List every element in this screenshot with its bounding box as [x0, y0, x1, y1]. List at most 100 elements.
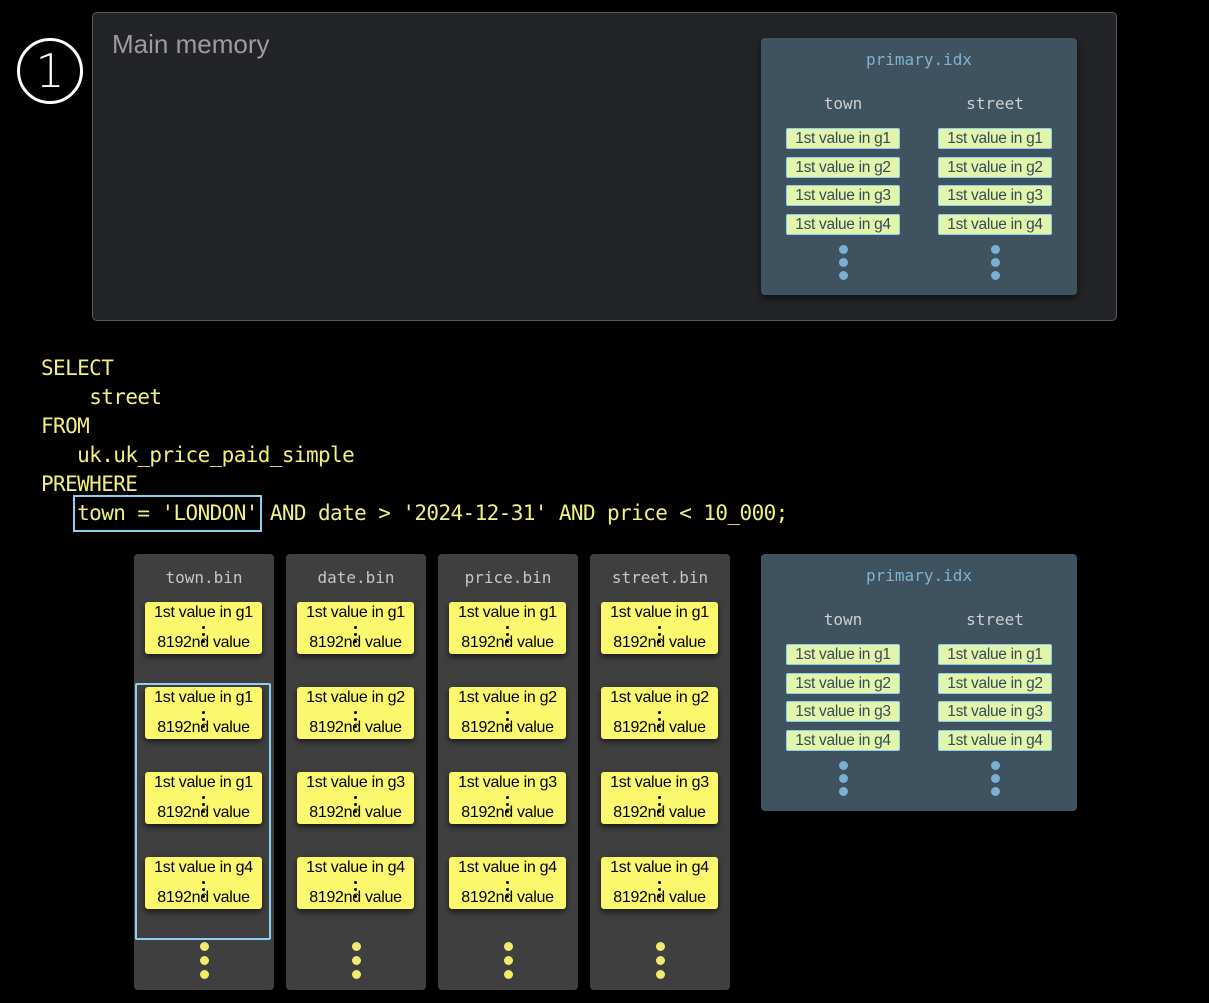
vertical-ellipsis-icon	[506, 626, 509, 643]
ellipsis-dot	[838, 773, 848, 783]
sql-rest-condition: AND date > '2024-12-31' AND price < 10_0…	[257, 501, 788, 525]
ellipsis-dot	[838, 244, 848, 254]
granule-first-value: 1st value in g4	[306, 859, 405, 876]
index-mark-cell: 1st value in g4	[786, 729, 900, 751]
column-file-date-bin: date.bin 1st value in g1 8192nd value 1st v…	[286, 554, 426, 990]
sql-select-column: street	[89, 385, 162, 409]
index-mark-cell: 1st value in g3	[786, 185, 900, 207]
granule-last-value: 8192nd value	[309, 634, 402, 651]
ellipsis-dot	[838, 760, 848, 770]
vertical-ellipsis-icon	[658, 881, 661, 898]
more-granules-ellipsis	[134, 942, 274, 979]
vertical-ellipsis-icon	[506, 796, 509, 813]
ellipsis-dot	[990, 270, 1000, 280]
granule-last-value: 8192nd value	[461, 804, 554, 821]
column-file-price-bin: price.bin 1st value in g1 8192nd value 1st …	[438, 554, 578, 990]
more-granules-ellipsis	[438, 942, 578, 979]
ellipsis-dot	[351, 970, 361, 979]
granule-first-value: 1st value in g1	[154, 689, 253, 706]
index-column-header: street	[966, 610, 1024, 629]
ellipsis-dot	[990, 760, 1000, 770]
index-title: primary.idx	[866, 50, 972, 69]
vertical-ellipsis-icon	[658, 796, 661, 813]
granule-first-value: 1st value in g1	[610, 604, 709, 621]
index-mark-cell: 1st value in g3	[786, 701, 900, 723]
ellipsis-dot	[655, 956, 665, 965]
vertical-ellipsis-icon	[202, 711, 205, 728]
index-column-header: town	[823, 94, 863, 113]
ellipsis-dot	[655, 970, 665, 979]
primary-index-in-memory: primary.idx town 1st value in g1 1st value …	[761, 38, 1077, 295]
step-number-badge: 1	[17, 38, 83, 104]
sql-prewhere-keyword: PREWHERE	[41, 472, 138, 496]
index-title: primary.idx	[866, 566, 972, 585]
vertical-ellipsis-icon	[354, 796, 357, 813]
sql-select-keyword: SELECT	[41, 356, 114, 380]
ellipsis-dot	[655, 942, 665, 951]
index-mark-cell: 1st value in g1	[786, 644, 900, 665]
granule-last-value: 8192nd value	[461, 719, 554, 736]
granule-first-value: 1st value in g2	[306, 689, 405, 706]
index-mark-cell: 1st value in g4	[938, 213, 1052, 235]
index-mark-cell: 1st value in g1	[786, 128, 900, 149]
granule: 1st value in g4 8192nd value	[601, 857, 718, 909]
more-marks-ellipsis	[786, 244, 900, 280]
ellipsis-dot	[990, 773, 1000, 783]
index-column: 1st value in g1 1st value in g2 1st value …	[938, 644, 1052, 796]
index-column-header: town	[823, 610, 863, 629]
primary-index-on-disk: primary.idx town 1st value in g1 1st value …	[761, 554, 1077, 811]
granule-last-value: 8192nd value	[157, 804, 250, 821]
granule: 1st value in g3 8192nd value	[449, 772, 566, 824]
main-memory-title: Main memory	[112, 29, 270, 59]
vertical-ellipsis-icon	[658, 626, 661, 643]
index-mark-cell: 1st value in g3	[938, 185, 1052, 207]
granule-last-value: 8192nd value	[157, 889, 250, 906]
granule-first-value: 1st value in g1	[458, 604, 557, 621]
column-file-street-bin: street.bin 1st value in g1 8192nd value 1st…	[590, 554, 730, 990]
index-column: 1st value in g1 1st value in g2 1st value …	[786, 644, 900, 796]
sql-from-keyword: FROM	[41, 414, 90, 438]
vertical-ellipsis-icon	[202, 881, 205, 898]
granule-last-value: 8192nd value	[613, 889, 706, 906]
granule: 1st value in g3 8192nd value	[601, 772, 718, 824]
index-mark-cell: 1st value in g4	[786, 213, 900, 235]
granule: 1st value in g3 8192nd value	[297, 772, 414, 824]
granule-first-value: 1st value in g3	[610, 774, 709, 791]
index-mark-cell: 1st value in g2	[938, 672, 1052, 694]
granule-first-value: 1st value in g1	[306, 604, 405, 621]
column-file-name: price.bin	[464, 568, 552, 587]
more-marks-ellipsis	[938, 244, 1052, 280]
granule-first-value: 1st value in g1	[154, 604, 253, 621]
granule-first-value: 1st value in g1	[154, 774, 253, 791]
granule: 1st value in g1 8192nd value	[449, 602, 566, 654]
ellipsis-dot	[351, 956, 361, 965]
sql-table-name: uk.uk_price_paid_simple	[77, 443, 355, 467]
ellipsis-dot	[503, 956, 513, 965]
granule-last-value: 8192nd value	[613, 634, 706, 651]
granule: 1st value in g1 8192nd value	[145, 772, 262, 824]
ellipsis-dot	[838, 786, 848, 796]
more-marks-ellipsis	[938, 760, 1052, 796]
granule-first-value: 1st value in g3	[458, 774, 557, 791]
index-mark-cell: 1st value in g1	[938, 128, 1052, 149]
vertical-ellipsis-icon	[506, 711, 509, 728]
granule: 1st value in g1 8192nd value	[145, 602, 262, 654]
ellipsis-dot	[990, 786, 1000, 796]
more-granules-ellipsis	[590, 942, 730, 979]
granule: 1st value in g4 8192nd value	[145, 857, 262, 909]
granule-last-value: 8192nd value	[613, 804, 706, 821]
index-column-header: street	[966, 94, 1024, 113]
ellipsis-dot	[199, 956, 209, 965]
granule-last-value: 8192nd value	[309, 719, 402, 736]
ellipsis-dot	[503, 942, 513, 951]
granule-last-value: 8192nd value	[461, 889, 554, 906]
granule: 1st value in g1 8192nd value	[145, 687, 262, 739]
granule-last-value: 8192nd value	[461, 634, 554, 651]
vertical-ellipsis-icon	[354, 626, 357, 643]
granule-first-value: 1st value in g4	[458, 859, 557, 876]
ellipsis-dot	[838, 270, 848, 280]
ellipsis-dot	[199, 942, 209, 951]
sql-highlighted-condition: town = 'LONDON'	[73, 495, 262, 532]
ellipsis-dot	[990, 244, 1000, 254]
index-mark-cell: 1st value in g2	[938, 156, 1052, 178]
